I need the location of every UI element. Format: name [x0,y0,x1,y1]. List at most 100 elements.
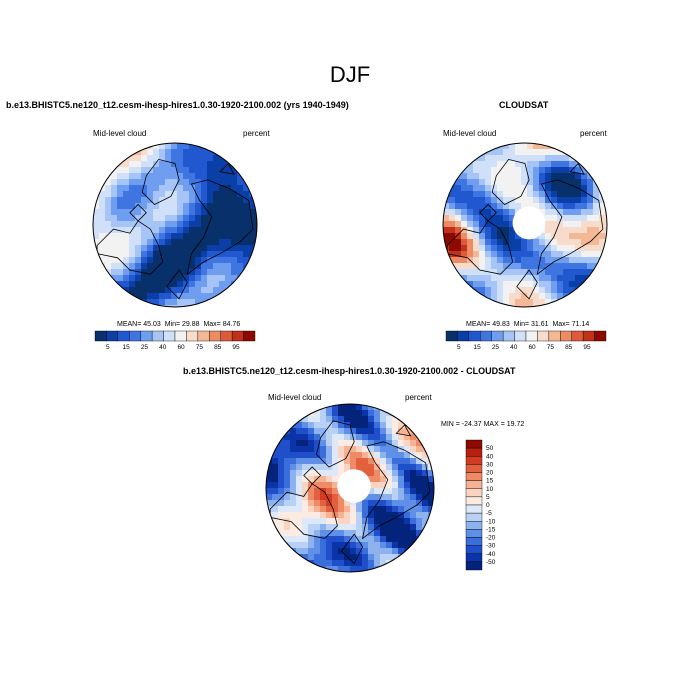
panel1-cell [183,155,190,162]
panel1-cell [219,263,226,270]
panel2-cell [551,209,558,216]
panel1-cell [93,239,100,246]
panel2-cell [575,161,582,168]
panel1-cell [141,239,148,246]
panel2-cell [551,245,558,252]
panel2-cell [473,167,480,174]
panel3-cell [308,536,315,543]
panel3-cell [404,458,411,465]
panel2-cell [449,257,456,264]
panel1-cell [189,227,196,234]
panel3-cell [308,494,315,501]
panel2-cell [497,179,504,186]
panel1-cell [177,305,184,307]
panel2-cell [473,203,480,210]
panel2-cell [545,161,552,168]
panel2-cell [599,233,606,240]
panel2-cell [497,221,504,228]
panel1-cell [123,227,130,234]
panel3-cell [284,500,291,507]
panel1-cell [159,161,166,168]
panel2-cell [509,269,516,276]
panel1-cell [111,209,118,216]
panel3-cell [398,548,405,555]
panel3-colorbar-tick: -5 [486,510,492,517]
panel2-cell [497,185,504,192]
panel3-cell [314,464,321,471]
panel3-cell [362,416,369,423]
panel3-cell [422,464,429,471]
panel2-cell [533,173,540,180]
panel1-cell [135,299,142,306]
panel2-cell [479,215,486,222]
panel2-cell [503,245,510,252]
panel3-coastline [315,420,355,468]
panel2-cell [569,281,576,288]
panel3-cell [416,476,423,483]
panel1-cell [219,161,226,168]
panel1-cell [165,257,172,264]
panel2-cell [551,161,558,168]
panel3-cell [278,458,285,465]
panel3-cell [278,530,285,537]
panel2-cell [593,191,600,198]
panel1-cell [111,173,118,180]
panel3-cell [386,554,393,561]
panel3-cell [338,440,345,447]
panel2-cell [587,251,594,258]
panel1-cell [171,263,178,270]
panel2-cell [533,155,540,162]
panel1-cell [165,143,172,150]
panel2-cell [491,185,498,192]
panel3-cell [356,422,363,429]
panel2-cell [479,263,486,270]
panel1-cell [135,263,142,270]
panel2-cell [557,161,564,168]
panel3-right-label: percent [405,393,432,402]
panel2-cell [533,293,540,300]
panel3-cell [422,482,429,489]
panel1-cell [201,281,208,288]
panel3-cell [356,518,363,525]
panel2-cell [539,275,546,282]
panel2-cell [503,149,510,156]
panel2-cell [545,275,552,282]
panel2-colorbar-tick: 60 [528,344,536,351]
panel3-cell [410,518,417,525]
panel2-cell [509,167,516,174]
panel2-cell [533,299,540,306]
panel3-cell [314,524,321,531]
panel3-cell [368,434,375,441]
panel1-cell [231,233,238,240]
panel3-cell [404,440,411,447]
panel3-cell [410,536,417,543]
panel3-cell [314,434,321,441]
panel1-cell [207,293,214,300]
panel3-cell [320,482,327,489]
panel3-colorbar-box [465,439,483,449]
panel3-cell [272,488,279,495]
panel1-cell [153,251,160,258]
panel2-cell [545,239,552,246]
panel1-cell [117,281,124,288]
panel2-cell [581,197,588,204]
panel1-cell [183,143,190,150]
panel3-cell [278,524,285,531]
panel2-cell [473,251,480,258]
panel1-cell [123,197,130,204]
panel2-cell [473,275,480,282]
panel1-cell [153,293,160,300]
panel2-cell [491,227,498,234]
panel3-cell [344,500,351,507]
panel3-cell [308,464,315,471]
panel2-cell [467,197,474,204]
panel1-cell [213,179,220,186]
panel1-cell [201,287,208,294]
panel2-cell [473,173,480,180]
panel2-cell [503,251,510,258]
panel2-cell [485,221,492,228]
panel3-colorbar-box [465,553,483,563]
panel3-cell [284,524,291,531]
panel3-cell [374,512,381,519]
panel3-colorbar-tick: -20 [486,535,496,542]
